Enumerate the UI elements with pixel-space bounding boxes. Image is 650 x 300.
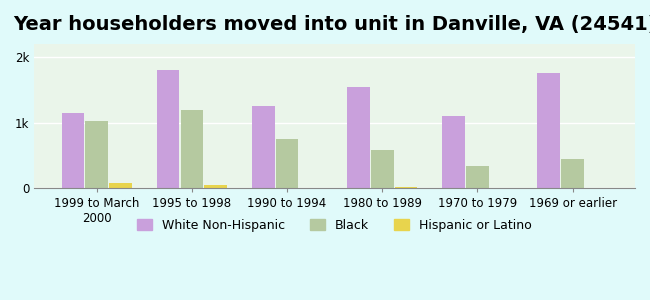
Title: Year householders moved into unit in Danville, VA (24541): Year householders moved into unit in Dan…: [13, 15, 650, 34]
Bar: [204, 184, 227, 188]
Bar: [562, 159, 584, 188]
Bar: [347, 87, 370, 188]
Bar: [109, 183, 132, 188]
Bar: [62, 113, 84, 188]
Bar: [371, 150, 393, 188]
Bar: [442, 116, 465, 188]
Bar: [85, 122, 108, 188]
Bar: [181, 110, 203, 188]
Bar: [252, 106, 274, 188]
Bar: [276, 139, 298, 188]
Legend: White Non-Hispanic, Black, Hispanic or Latino: White Non-Hispanic, Black, Hispanic or L…: [132, 214, 537, 237]
Bar: [538, 74, 560, 188]
Bar: [157, 70, 179, 188]
Bar: [466, 166, 489, 188]
